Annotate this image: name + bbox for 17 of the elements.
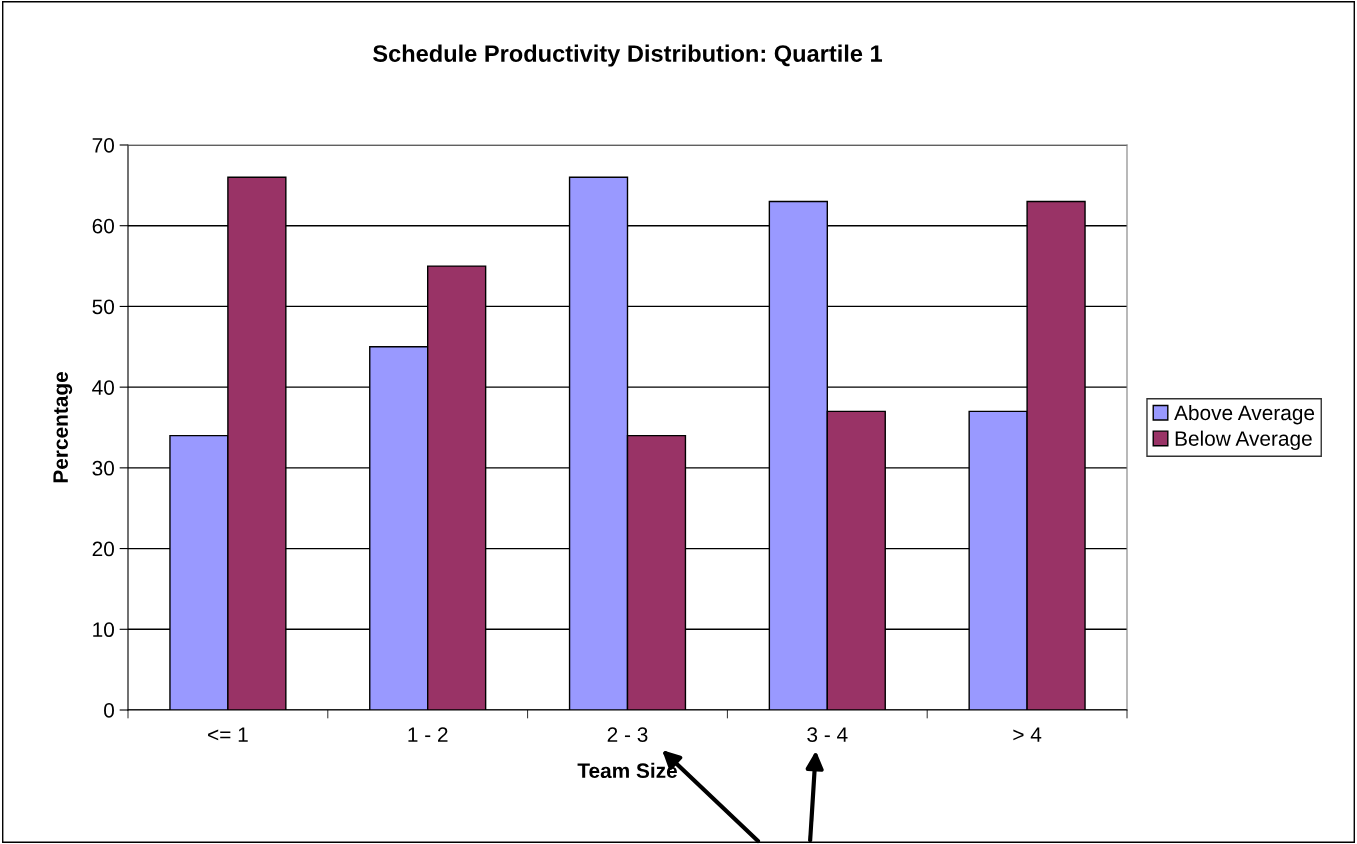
x-tick-label: <= 1 — [208, 727, 248, 742]
y-tick-label: 60 — [92, 218, 114, 234]
y-tick-label: 20 — [92, 541, 114, 557]
y-tick-label: 40 — [92, 380, 114, 395]
y-tick-label: 70 — [92, 138, 114, 153]
y-tick-label: 50 — [92, 299, 114, 315]
x-tick-label: 2 - 3 — [607, 727, 648, 742]
x-tick-label: > 4 — [1013, 727, 1042, 742]
x-tick-label: 1 - 2 — [408, 727, 448, 742]
x-tick-label: 3 - 4 — [807, 727, 848, 742]
chart-title: Schedule Productivity Distribution: Quartile 1 — [373, 44, 883, 67]
legend-label: Below Average — [1175, 430, 1312, 451]
y-tick-label: 0 — [104, 703, 114, 718]
legend-label: Above Average — [1174, 404, 1315, 425]
y-tick-label: 10 — [93, 622, 114, 638]
y-tick-label: 30 — [92, 460, 114, 476]
y-axis-title: Percentage — [53, 372, 73, 483]
